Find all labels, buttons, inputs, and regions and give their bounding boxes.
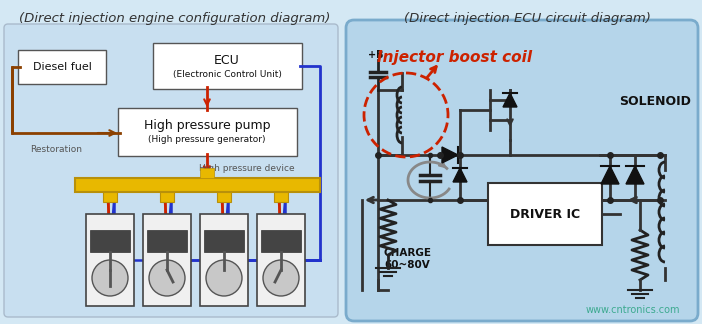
Text: (Direct injection ECU circuit diagram): (Direct injection ECU circuit diagram) (404, 12, 651, 25)
Text: High pressure pump: High pressure pump (144, 120, 270, 133)
Bar (261, 230, 301, 252)
FancyBboxPatch shape (143, 214, 191, 306)
Bar (217, 192, 231, 202)
Text: (Direct injection engine configuration diagram): (Direct injection engine configuration d… (20, 12, 331, 25)
Bar (200, 168, 214, 178)
Text: SOLENOID: SOLENOID (619, 95, 691, 108)
Circle shape (149, 260, 185, 296)
Text: (High pressure generator): (High pressure generator) (148, 135, 266, 145)
Bar (204, 230, 244, 252)
Bar (90, 230, 130, 252)
FancyBboxPatch shape (18, 50, 106, 84)
Bar (75, 178, 320, 192)
FancyBboxPatch shape (257, 214, 305, 306)
Bar (147, 230, 187, 252)
Circle shape (206, 260, 242, 296)
Polygon shape (503, 93, 517, 107)
Bar (274, 192, 288, 202)
Polygon shape (626, 166, 644, 184)
Text: DRIVER IC: DRIVER IC (510, 207, 580, 221)
Polygon shape (442, 147, 458, 163)
FancyBboxPatch shape (346, 20, 698, 321)
Bar (103, 192, 117, 202)
Text: (Electronic Control Unit): (Electronic Control Unit) (173, 70, 282, 78)
Bar (160, 192, 174, 202)
Text: Restoration: Restoration (30, 145, 82, 154)
FancyBboxPatch shape (200, 214, 248, 306)
FancyBboxPatch shape (488, 183, 602, 245)
FancyBboxPatch shape (118, 108, 297, 156)
Text: +B: +B (368, 50, 383, 60)
Text: 60~80V: 60~80V (384, 260, 430, 270)
Text: High pressure device: High pressure device (199, 164, 295, 173)
Polygon shape (601, 166, 619, 184)
Polygon shape (453, 168, 467, 182)
Text: ECU: ECU (214, 53, 240, 66)
Circle shape (263, 260, 299, 296)
Circle shape (92, 260, 128, 296)
Text: Injector boost coil: Injector boost coil (378, 50, 533, 65)
Text: CHARGE: CHARGE (384, 248, 432, 258)
Text: www.cntronics.com: www.cntronics.com (585, 305, 680, 315)
FancyBboxPatch shape (86, 214, 134, 306)
Text: Diesel fuel: Diesel fuel (32, 62, 91, 72)
FancyBboxPatch shape (153, 43, 302, 89)
FancyBboxPatch shape (4, 24, 338, 317)
